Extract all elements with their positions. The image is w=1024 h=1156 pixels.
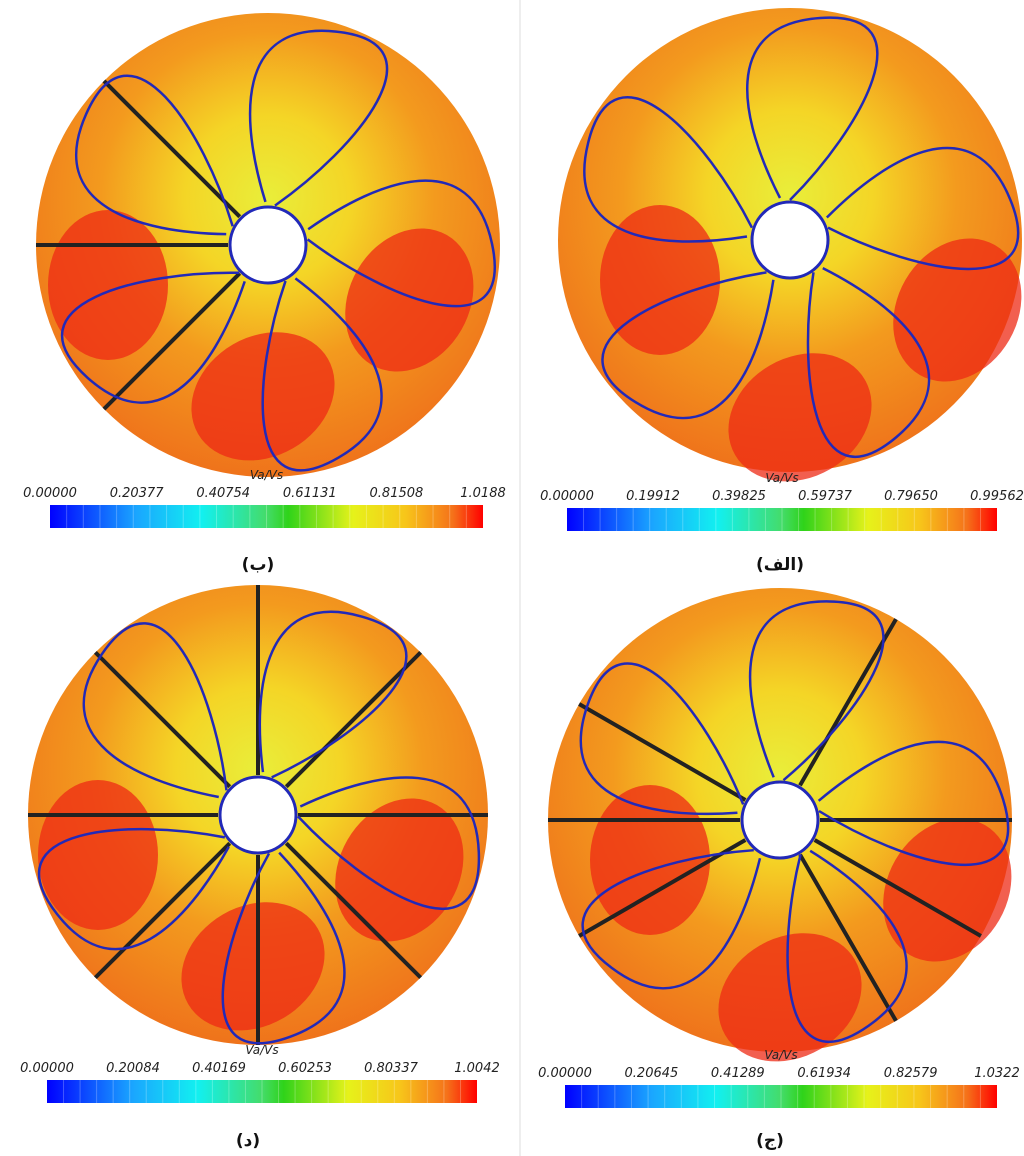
colorbar-tick-label: 0.80337 (364, 1061, 418, 1076)
colorbar-tick-label: 0.00000 (23, 486, 77, 501)
hub (220, 777, 296, 853)
colorbar-tick-label: 1.0322 (974, 1066, 1020, 1081)
colorbar-title: Va/Vs (765, 471, 798, 485)
colorbar-tick-label: 0.79650 (884, 489, 938, 504)
colorbar-tick-label: 0.41289 (711, 1066, 765, 1081)
high-velocity-region (48, 210, 168, 360)
colorbar-tick-label: 1.0188 (460, 486, 506, 501)
colorbar-tick-label: 0.00000 (540, 489, 594, 504)
colorbar-tick-label: 0.00000 (538, 1066, 592, 1081)
colorbar-title: Va/Vs (245, 1043, 278, 1057)
colorbar-tick-label: 0.40754 (196, 486, 250, 501)
high-velocity-region (38, 780, 158, 930)
panel-caption: (ج) (756, 1131, 784, 1151)
colorbar-tick-label: 0.59737 (798, 489, 852, 504)
colorbar-tick-label: 0.20084 (106, 1061, 160, 1076)
colorbar-tick-label: 0.61934 (797, 1066, 851, 1081)
colorbar-tick-label: 0.60253 (278, 1061, 332, 1076)
colorbar-tick-label: 0.19912 (626, 489, 680, 504)
colorbar-tick-label: 0.99562 (970, 489, 1024, 504)
hub (230, 207, 306, 283)
hub (742, 782, 818, 858)
colorbar-tick-label: 0.61131 (283, 486, 337, 501)
colorbar-tick-label: 0.40169 (192, 1061, 246, 1076)
colorbar-tick-label: 0.82579 (884, 1066, 938, 1081)
hub (752, 202, 828, 278)
panel-caption: (ب) (242, 555, 275, 575)
colorbar-tick-label: 0.20645 (625, 1066, 679, 1081)
colorbar-tick-label: 1.0042 (454, 1061, 500, 1076)
colorbar-title: Va/Vs (250, 468, 283, 482)
colorbar-tick-label: 0.39825 (712, 489, 766, 504)
panel-caption: (الف) (756, 555, 804, 575)
colorbar-tick-label: 0.00000 (20, 1061, 74, 1076)
colorbar-tick-label: 0.20377 (110, 486, 164, 501)
panel-caption: (د) (236, 1131, 260, 1151)
figure: Va/Vs 0.00000 0.20377 0.40754 0.61131 0.81508… (0, 0, 1024, 1156)
colorbar-title: Va/Vs (764, 1048, 797, 1062)
colorbar-tick-label: 0.81508 (370, 486, 424, 501)
